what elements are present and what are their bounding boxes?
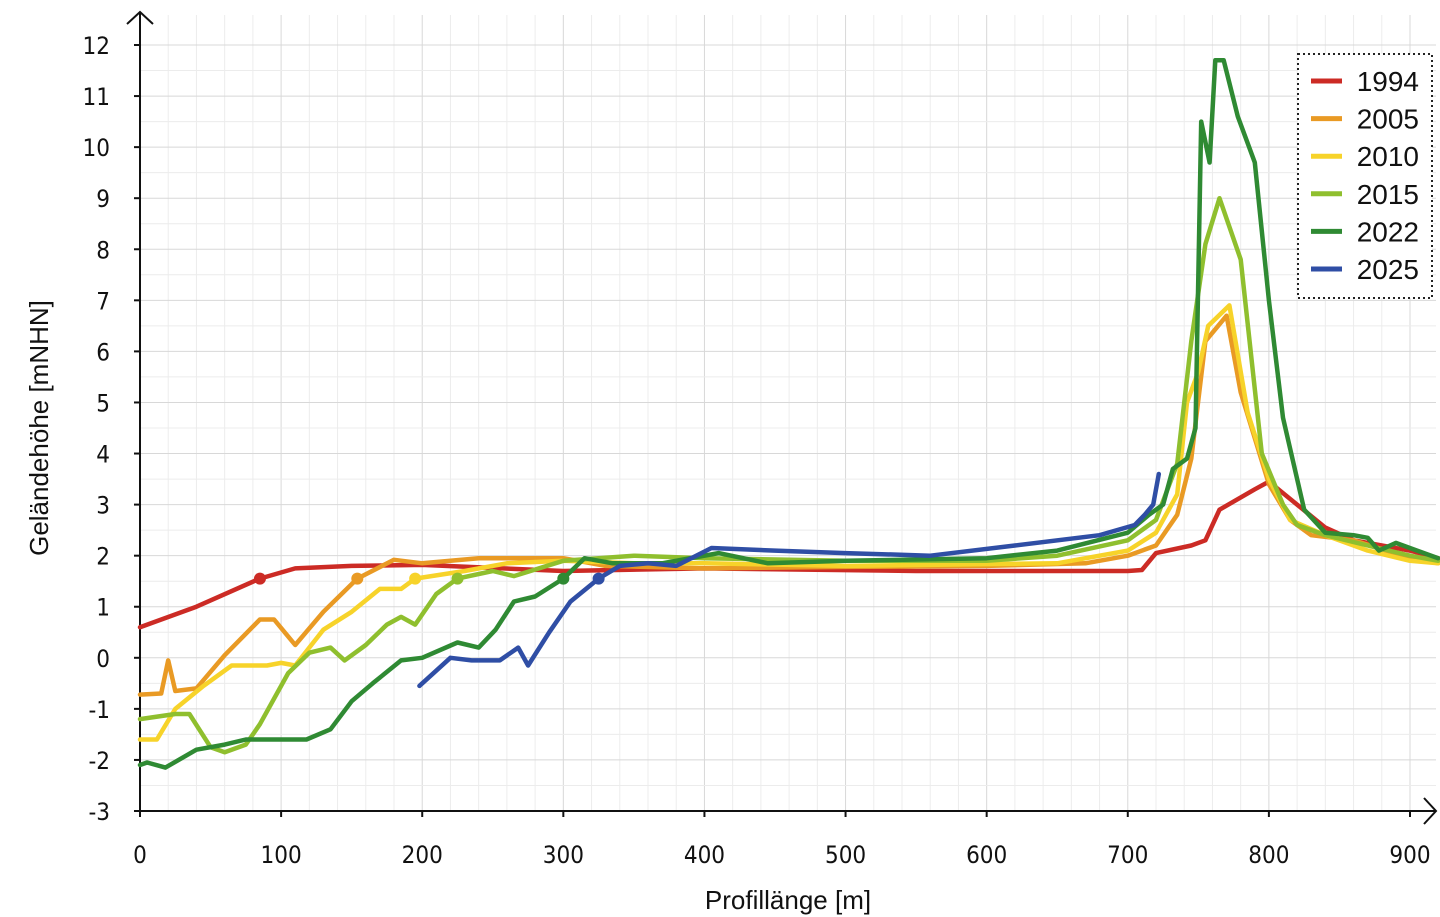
axes <box>126 10 1438 825</box>
legend: 1994 2005 2010 2015 2022 2025 <box>1297 53 1433 299</box>
y-tick-label: 12 <box>83 32 110 60</box>
series <box>137 58 1440 770</box>
series-marker-2022 <box>557 572 570 585</box>
x-tick-label: 900 <box>1389 841 1430 869</box>
y-tick-label: -1 <box>88 696 110 724</box>
x-axis-label: Profillänge [m] <box>705 885 871 915</box>
series-marker-2025 <box>592 572 605 585</box>
y-tick-label: 4 <box>96 441 110 469</box>
x-tick-label: 200 <box>402 841 443 869</box>
y-tick-label: 8 <box>96 236 110 264</box>
series-marker-2005 <box>351 572 364 585</box>
legend-label-2022: 2022 <box>1357 216 1419 247</box>
legend-label-2025: 2025 <box>1357 254 1419 285</box>
legend-label-2010: 2010 <box>1357 141 1419 172</box>
y-tick-label: 2 <box>96 543 110 571</box>
x-tick-label: 600 <box>966 841 1007 869</box>
y-tick-label: 0 <box>96 645 110 673</box>
legend-label-2005: 2005 <box>1357 104 1419 135</box>
y-tick-label: -2 <box>88 747 110 775</box>
y-tick-label: 6 <box>96 338 110 366</box>
series-marker-2015 <box>451 572 464 585</box>
y-tick-label: 5 <box>96 389 110 417</box>
legend-label-1994: 1994 <box>1357 66 1419 97</box>
x-tick-label: 700 <box>1107 841 1148 869</box>
x-tick-label: 800 <box>1248 841 1289 869</box>
legend-box <box>1297 53 1433 299</box>
x-tick-label: 400 <box>684 841 725 869</box>
series-marker-1994 <box>253 572 266 585</box>
y-axis-label: Geländehöhe [mNHN] <box>24 300 54 556</box>
y-tick-label: 7 <box>96 287 110 315</box>
series-line-2025 <box>417 471 1162 689</box>
series-line-2015 <box>137 195 1440 755</box>
x-tick-label: 0 <box>133 841 147 869</box>
x-tick-label: 500 <box>825 841 866 869</box>
x-tick-label: 100 <box>261 841 302 869</box>
y-axis-arrow <box>126 10 154 25</box>
series-marker-2010 <box>409 572 422 585</box>
grid <box>139 15 1436 812</box>
tick-labels: 0 100 200 300 400 500 600 700 800 900-3-2-1012345… <box>83 32 1431 869</box>
y-tick-label: 9 <box>96 185 110 213</box>
legend-label-2015: 2015 <box>1357 179 1419 210</box>
y-tick-label: 11 <box>83 83 110 111</box>
x-axis-arrow <box>1423 797 1438 825</box>
y-tick-label: 1 <box>96 594 110 622</box>
series-line-2022 <box>137 58 1440 770</box>
x-tick-label: 300 <box>543 841 584 869</box>
y-tick-label: 10 <box>83 134 110 162</box>
y-tick-label: -3 <box>88 798 110 826</box>
y-tick-label: 3 <box>96 492 110 520</box>
